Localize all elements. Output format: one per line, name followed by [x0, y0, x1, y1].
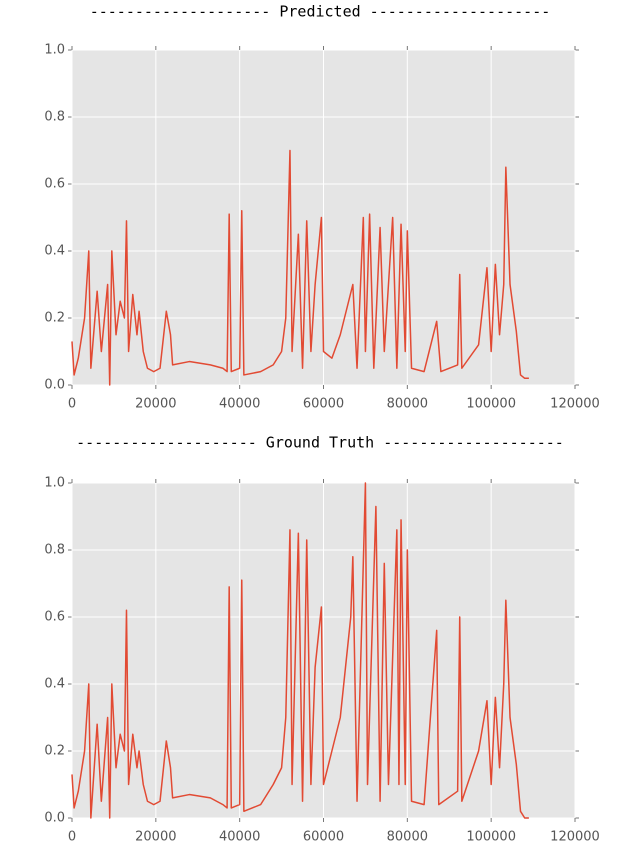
x-tick-label: 20000: [135, 397, 176, 412]
x-tick-label: 100000: [466, 397, 516, 412]
y-tick-label: 0.4: [44, 244, 65, 259]
y-tick-label: 0.2: [44, 744, 65, 759]
y-tick-label: 0.6: [44, 610, 65, 625]
x-tick-label: 80000: [387, 830, 428, 845]
y-tick-label: 0.0: [44, 378, 65, 393]
x-tick-label: 100000: [466, 830, 516, 845]
x-tick-label: 0: [68, 397, 76, 412]
x-tick-label: 120000: [550, 830, 600, 845]
x-tick-label: 120000: [550, 397, 600, 412]
y-tick-label: 0.6: [44, 177, 65, 192]
chart-title: -------------------- Ground Truth ------…: [76, 434, 564, 452]
x-tick-label: 80000: [387, 397, 428, 412]
x-tick-label: 20000: [135, 830, 176, 845]
chart-title: -------------------- Predicted ---------…: [90, 3, 551, 21]
y-tick-label: 1.0: [44, 43, 65, 58]
x-tick-label: 40000: [219, 397, 260, 412]
y-tick-label: 0.0: [44, 811, 65, 826]
x-tick-label: 0: [68, 830, 76, 845]
x-tick-label: 40000: [219, 830, 260, 845]
y-tick-label: 1.0: [44, 476, 65, 491]
data-line: [71, 482, 529, 819]
y-tick-label: 0.8: [44, 110, 65, 125]
data-line: [71, 149, 529, 386]
y-tick-label: 0.2: [44, 311, 65, 326]
x-tick-label: 60000: [303, 397, 344, 412]
x-tick-label: 60000: [303, 830, 344, 845]
y-tick-label: 0.4: [44, 677, 65, 692]
y-tick-label: 0.8: [44, 543, 65, 558]
